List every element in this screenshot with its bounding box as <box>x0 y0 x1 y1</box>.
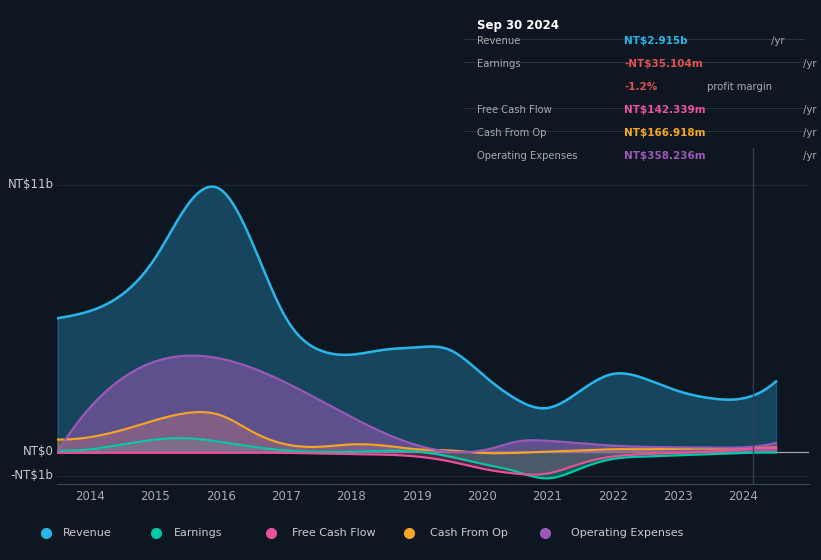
Text: /yr: /yr <box>800 105 817 115</box>
Text: Free Cash Flow: Free Cash Flow <box>478 105 553 115</box>
Text: Revenue: Revenue <box>62 529 112 538</box>
Text: Sep 30 2024: Sep 30 2024 <box>478 18 559 31</box>
Text: NT$11b: NT$11b <box>7 178 53 192</box>
Text: /yr: /yr <box>800 128 817 138</box>
Text: Earnings: Earnings <box>478 59 521 69</box>
Text: /yr: /yr <box>768 36 785 46</box>
Text: Operating Expenses: Operating Expenses <box>478 151 578 161</box>
Text: -NT$35.104m: -NT$35.104m <box>624 59 703 69</box>
Text: /yr: /yr <box>800 59 817 69</box>
Text: /yr: /yr <box>800 151 817 161</box>
Text: -1.2%: -1.2% <box>624 82 658 92</box>
Text: Earnings: Earnings <box>173 529 222 538</box>
Text: NT$358.236m: NT$358.236m <box>624 151 705 161</box>
Text: NT$142.339m: NT$142.339m <box>624 105 705 115</box>
Text: Cash From Op: Cash From Op <box>429 529 507 538</box>
Text: NT$2.915b: NT$2.915b <box>624 36 688 46</box>
Text: NT$166.918m: NT$166.918m <box>624 128 705 138</box>
Text: profit margin: profit margin <box>704 82 773 92</box>
Text: NT$0: NT$0 <box>23 445 53 458</box>
Text: Operating Expenses: Operating Expenses <box>571 529 684 538</box>
Text: -NT$1b: -NT$1b <box>11 469 53 482</box>
Text: Free Cash Flow: Free Cash Flow <box>292 529 376 538</box>
Text: Revenue: Revenue <box>478 36 521 46</box>
Text: Cash From Op: Cash From Op <box>478 128 547 138</box>
